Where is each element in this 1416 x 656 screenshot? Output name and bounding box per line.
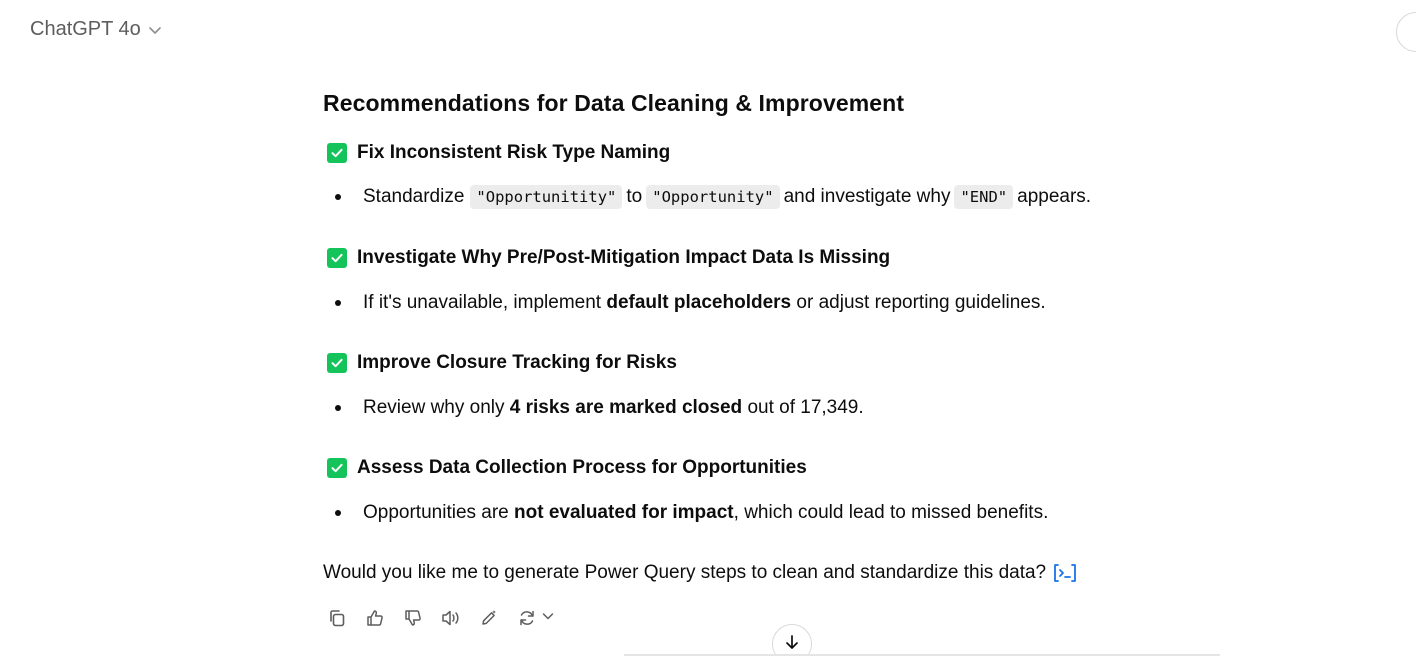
edit-icon[interactable] bbox=[477, 606, 501, 630]
section-title-text: Improve Closure Tracking for Risks bbox=[357, 352, 677, 373]
thumbs-down-icon[interactable] bbox=[401, 606, 425, 630]
check-box-icon bbox=[327, 458, 347, 478]
inline-code: "Opportunity" bbox=[646, 185, 780, 209]
section-title: Fix Inconsistent Risk Type Naming bbox=[327, 142, 670, 164]
bullet-text: and investigate why bbox=[783, 186, 951, 207]
profile-avatar[interactable] bbox=[1396, 12, 1416, 52]
message-actions bbox=[325, 606, 555, 630]
bullet-text: Opportunities are bbox=[363, 502, 509, 523]
bullet-dot bbox=[335, 194, 341, 200]
section-title: Improve Closure Tracking for Risks bbox=[327, 352, 677, 374]
section-title-text: Investigate Why Pre/Post-Mitigation Impa… bbox=[357, 247, 891, 268]
bullet-text: If it's unavailable, implement bbox=[363, 292, 602, 313]
chevron-down-icon bbox=[147, 22, 163, 38]
chevron-down-icon bbox=[541, 609, 555, 628]
regenerate-button[interactable] bbox=[515, 606, 555, 630]
list-item: Opportunities are not evaluated for impa… bbox=[335, 502, 1048, 524]
section-title-text: Fix Inconsistent Risk Type Naming bbox=[357, 142, 671, 163]
copy-icon[interactable] bbox=[325, 606, 349, 630]
bullet-text: Review why only bbox=[363, 397, 505, 418]
section-title: Investigate Why Pre/Post-Mitigation Impa… bbox=[327, 247, 890, 269]
question-text: Would you like me to generate Power Quer… bbox=[323, 562, 1047, 583]
check-box-icon bbox=[327, 353, 347, 373]
check-box-icon bbox=[327, 143, 347, 163]
bullet-bold-text: 4 risks are marked closed bbox=[509, 397, 743, 418]
list-item: Review why only 4 risks are marked close… bbox=[335, 397, 864, 419]
list-item: If it's unavailable, implement default p… bbox=[335, 292, 1046, 314]
message-heading: Recommendations for Data Cleaning & Impr… bbox=[323, 90, 905, 116]
list-item: Standardize "Opportunitity" to "Opportun… bbox=[335, 185, 1091, 209]
bullet-dot bbox=[335, 510, 341, 516]
check-box-icon bbox=[327, 248, 347, 268]
bullet-bold-text: not evaluated for impact bbox=[514, 502, 734, 523]
composer-top-edge bbox=[624, 654, 1220, 656]
arrow-down-icon bbox=[783, 633, 801, 656]
bullet-text: out of 17,349. bbox=[747, 397, 864, 418]
speaker-icon[interactable] bbox=[439, 606, 463, 630]
section-title-text: Assess Data Collection Process for Oppor… bbox=[357, 457, 807, 478]
bullet-text: Standardize bbox=[363, 186, 465, 207]
citation-icon[interactable] bbox=[1052, 562, 1078, 584]
thumbs-up-icon[interactable] bbox=[363, 606, 387, 630]
bullet-text: or adjust reporting guidelines. bbox=[796, 292, 1046, 313]
bullet-text: to bbox=[626, 186, 643, 207]
follow-up-question: Would you like me to generate Power Quer… bbox=[323, 562, 1078, 584]
inline-code: "Opportunitity" bbox=[470, 185, 623, 209]
model-label: ChatGPT 4o bbox=[30, 18, 141, 40]
bullet-bold-text: default placeholders bbox=[606, 292, 792, 313]
bullet-text: appears. bbox=[1017, 186, 1092, 207]
model-selector[interactable]: ChatGPT 4o bbox=[30, 18, 163, 41]
bullet-text: , which could lead to missed benefits. bbox=[733, 502, 1049, 523]
scroll-to-bottom-button[interactable] bbox=[772, 624, 812, 656]
bullet-dot bbox=[335, 300, 341, 306]
inline-code: "END" bbox=[954, 185, 1014, 209]
section-title: Assess Data Collection Process for Oppor… bbox=[327, 457, 807, 479]
regenerate-icon bbox=[515, 606, 539, 630]
bullet-dot bbox=[335, 405, 341, 411]
